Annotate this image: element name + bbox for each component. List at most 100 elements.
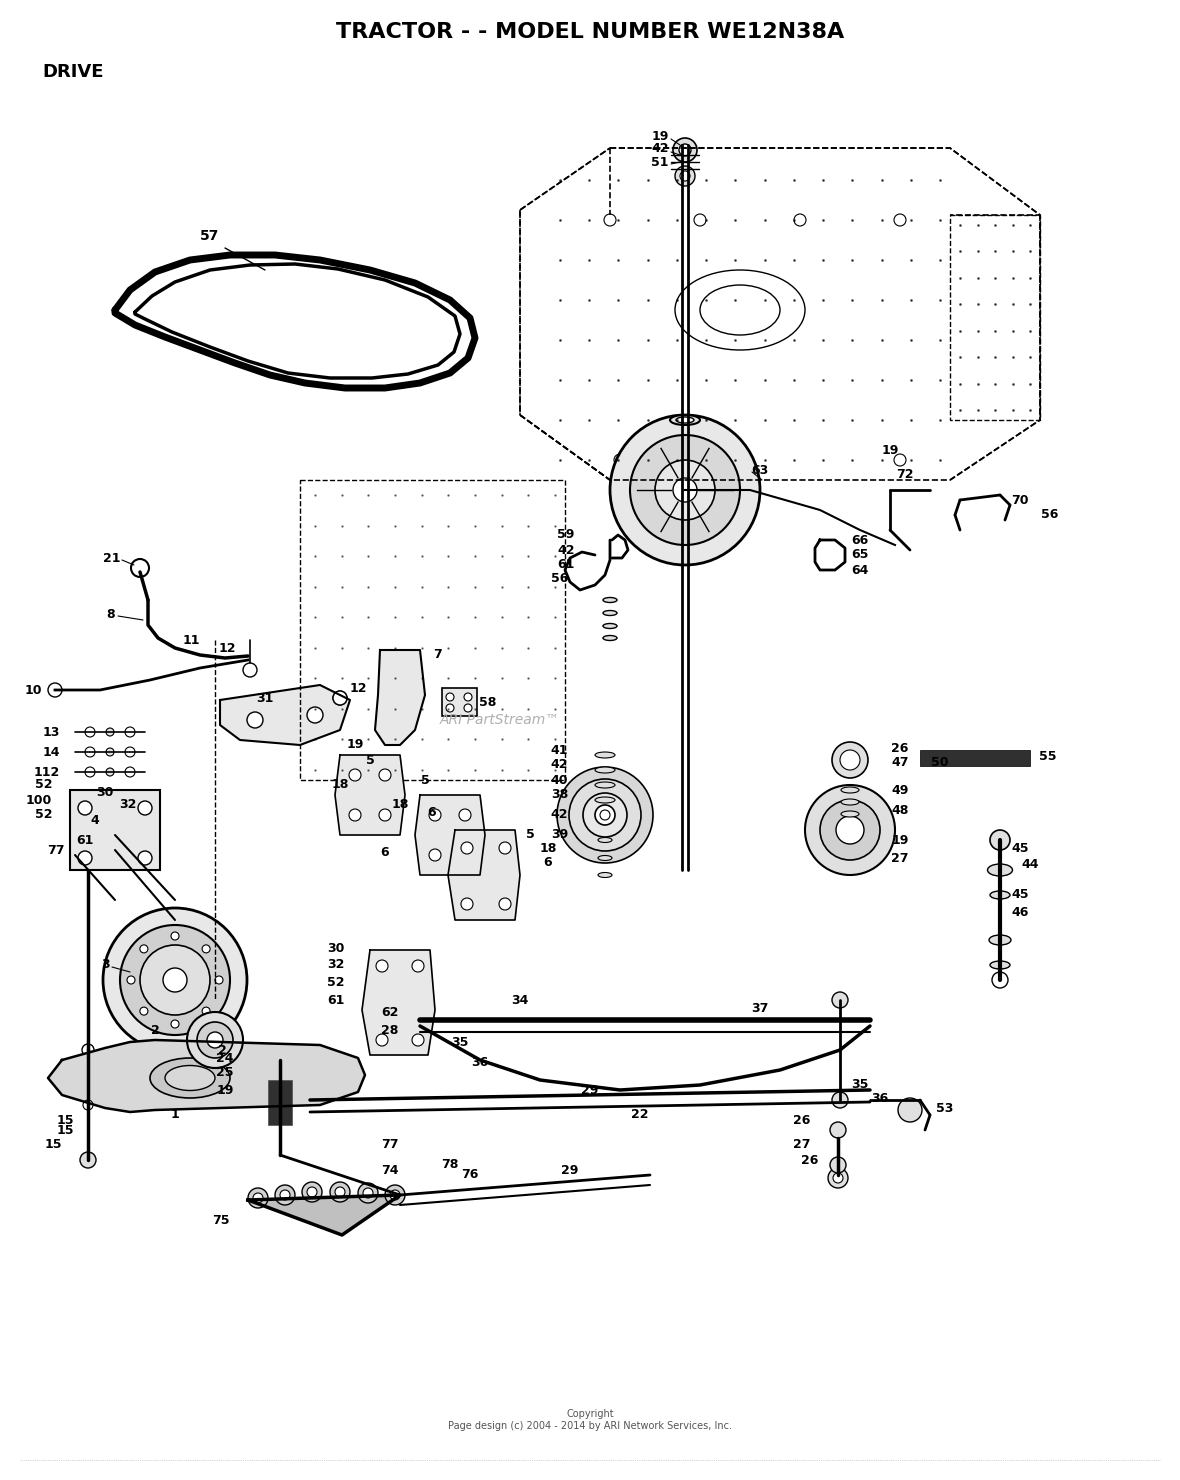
Circle shape (253, 1193, 263, 1203)
Text: 19: 19 (651, 129, 669, 142)
Circle shape (202, 1006, 210, 1015)
Circle shape (376, 1035, 388, 1046)
Text: 12: 12 (349, 681, 367, 694)
Polygon shape (415, 795, 485, 875)
Text: 70: 70 (1011, 493, 1029, 506)
Circle shape (302, 1183, 322, 1202)
Text: 39: 39 (551, 829, 568, 842)
Text: 15: 15 (57, 1113, 73, 1126)
Text: 19: 19 (891, 833, 909, 847)
Circle shape (610, 414, 760, 565)
Circle shape (140, 944, 148, 953)
Circle shape (805, 784, 894, 875)
Circle shape (202, 944, 210, 953)
Ellipse shape (841, 787, 859, 793)
Circle shape (499, 898, 511, 910)
Text: 46: 46 (1011, 906, 1029, 919)
Text: 50: 50 (931, 755, 949, 768)
Circle shape (430, 850, 441, 861)
Circle shape (247, 712, 263, 728)
Bar (300, 480, 565, 780)
Polygon shape (448, 830, 520, 921)
Text: 3: 3 (101, 959, 110, 971)
Circle shape (830, 1122, 846, 1138)
Text: 8: 8 (106, 607, 114, 620)
Circle shape (48, 682, 63, 697)
Ellipse shape (841, 811, 859, 817)
Text: 32: 32 (119, 799, 137, 811)
Circle shape (333, 691, 347, 704)
Text: 45: 45 (1011, 888, 1029, 901)
Text: DRIVE: DRIVE (42, 64, 104, 81)
Circle shape (280, 1190, 290, 1200)
Text: 30: 30 (328, 941, 345, 955)
Text: 15: 15 (45, 1138, 63, 1151)
Circle shape (335, 1187, 345, 1197)
Circle shape (464, 704, 472, 712)
Polygon shape (48, 1040, 365, 1111)
Circle shape (186, 1012, 243, 1069)
Text: 6: 6 (381, 847, 389, 860)
Circle shape (412, 961, 424, 972)
Text: 15: 15 (57, 1123, 73, 1137)
Text: 18: 18 (332, 778, 348, 792)
Text: 19: 19 (346, 739, 363, 752)
Circle shape (412, 1035, 424, 1046)
Text: Copyright
Page design (c) 2004 - 2014 by ARI Network Services, Inc.: Copyright Page design (c) 2004 - 2014 by… (448, 1409, 732, 1431)
Text: 49: 49 (891, 783, 909, 796)
Ellipse shape (603, 635, 617, 641)
Text: 112: 112 (34, 765, 60, 778)
Circle shape (138, 801, 152, 815)
Text: 1: 1 (171, 1109, 179, 1122)
Circle shape (333, 691, 347, 704)
Text: 5: 5 (525, 829, 535, 842)
Polygon shape (335, 755, 405, 835)
Circle shape (106, 768, 114, 776)
Text: 57: 57 (201, 229, 219, 243)
Text: 2: 2 (151, 1024, 159, 1036)
Circle shape (680, 172, 690, 181)
Bar (268, 1080, 291, 1125)
Text: 77: 77 (47, 844, 65, 857)
Circle shape (125, 767, 135, 777)
Circle shape (163, 968, 186, 992)
Text: 56: 56 (1041, 509, 1058, 521)
Polygon shape (248, 1194, 400, 1234)
Circle shape (678, 144, 691, 155)
Circle shape (243, 663, 257, 676)
Text: 42: 42 (651, 142, 669, 155)
Circle shape (820, 801, 880, 860)
Circle shape (835, 815, 864, 844)
Text: 58: 58 (479, 696, 497, 709)
Circle shape (131, 559, 149, 577)
Circle shape (125, 747, 135, 756)
Ellipse shape (603, 598, 617, 602)
Text: 26: 26 (793, 1113, 809, 1126)
Circle shape (599, 810, 610, 820)
Text: 29: 29 (582, 1083, 598, 1097)
Text: 52: 52 (328, 975, 345, 989)
Text: 5: 5 (366, 753, 374, 767)
Circle shape (78, 801, 92, 815)
Text: 59: 59 (557, 528, 575, 542)
Circle shape (569, 778, 641, 851)
Text: 77: 77 (381, 1138, 399, 1151)
Circle shape (125, 727, 135, 737)
Circle shape (358, 1183, 378, 1203)
Text: 19: 19 (216, 1083, 234, 1097)
Text: 4: 4 (91, 814, 99, 826)
Circle shape (85, 747, 96, 756)
Text: 35: 35 (451, 1036, 468, 1048)
Circle shape (557, 767, 653, 863)
Ellipse shape (598, 873, 612, 878)
Circle shape (140, 946, 210, 1015)
Text: 75: 75 (212, 1214, 230, 1227)
Text: 100: 100 (26, 793, 52, 807)
Circle shape (898, 1098, 922, 1122)
Circle shape (307, 707, 323, 724)
Ellipse shape (595, 781, 615, 787)
Polygon shape (362, 950, 435, 1055)
Circle shape (833, 1174, 843, 1183)
Circle shape (459, 810, 471, 821)
Circle shape (459, 850, 471, 861)
